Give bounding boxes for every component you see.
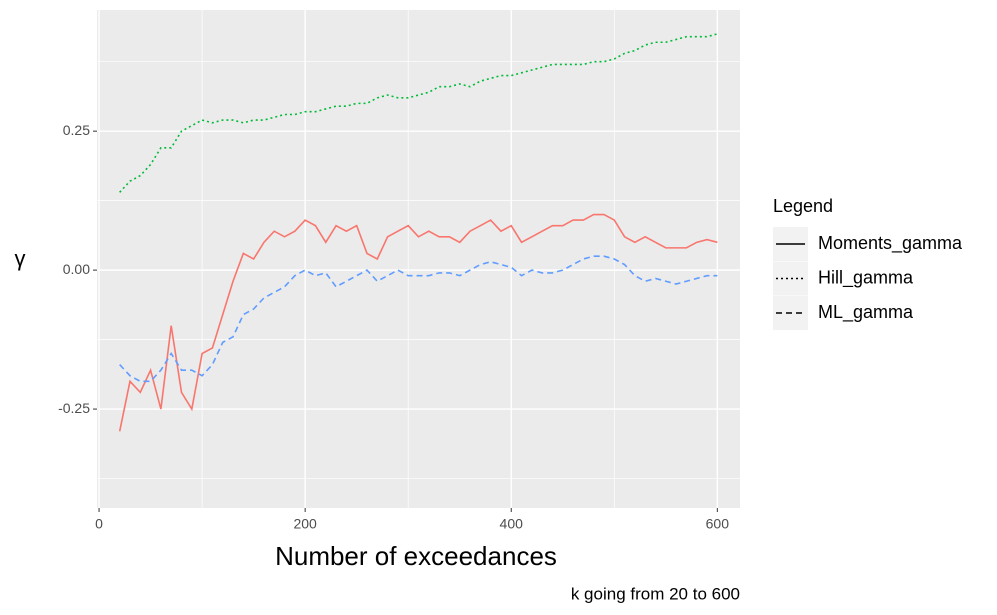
x-tick-label: 0: [95, 516, 103, 532]
x-tick-label: 400: [500, 516, 524, 532]
legend-label: ML_gamma: [818, 302, 914, 323]
legend-label: Hill_gamma: [818, 267, 914, 288]
series-line: [119, 255, 718, 383]
panel: [97, 10, 740, 508]
y-tick-label: -0.25: [58, 400, 90, 416]
y-tick-label: 0.00: [63, 261, 90, 277]
x-tick-label: 600: [706, 516, 730, 532]
series-line: [118, 213, 718, 432]
legend-title: Legend: [773, 196, 833, 216]
y-axis-title: γ: [15, 246, 26, 271]
y-tick-label: 0.25: [63, 122, 90, 138]
x-tick-label: 200: [293, 516, 317, 532]
legend-label: Moments_gamma: [818, 233, 963, 254]
caption: k going from 20 to 600: [571, 584, 740, 603]
x-axis-title: Number of exceedances: [275, 541, 557, 571]
